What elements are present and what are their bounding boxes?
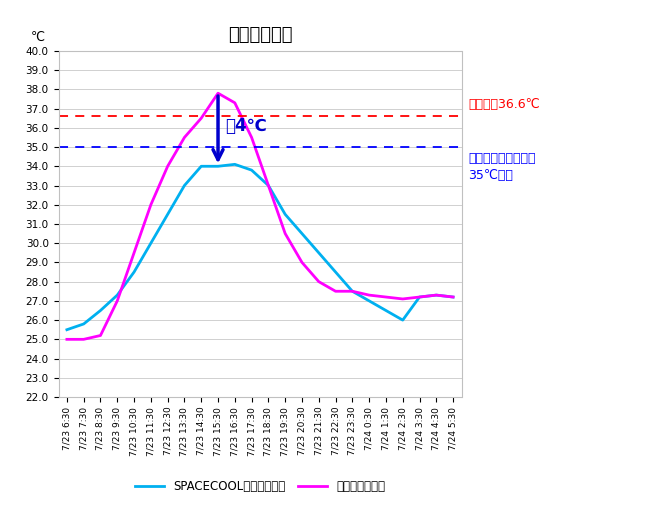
未施工コンテナ xyxy=(432,292,440,298)
SPACECOOL施工コンテナ xyxy=(315,250,322,256)
SPACECOOL施工コンテナ xyxy=(365,298,373,304)
未施工コンテナ xyxy=(80,336,88,343)
SPACECOOL施工コンテナ xyxy=(231,161,239,167)
未施工コンテナ xyxy=(164,163,172,169)
Legend: SPACECOOL施工コンテナ, 未施工コンテナ: SPACECOOL施工コンテナ, 未施工コンテナ xyxy=(130,475,390,498)
SPACECOOL施工コンテナ xyxy=(265,182,272,188)
未施工コンテナ xyxy=(231,100,239,106)
未施工コンテナ xyxy=(382,294,390,300)
未施工コンテナ xyxy=(147,202,155,208)
SPACECOOL施工コンテナ xyxy=(382,307,390,314)
Text: コンテナ内目標温度
35℃以下: コンテナ内目標温度 35℃以下 xyxy=(468,152,536,182)
SPACECOOL施工コンテナ xyxy=(147,240,155,246)
未施工コンテナ xyxy=(332,288,339,294)
Text: 最高気温36.6℃: 最高気温36.6℃ xyxy=(468,98,540,111)
SPACECOOL施工コンテナ xyxy=(348,288,356,294)
SPACECOOL施工コンテナ xyxy=(97,307,105,314)
未施工コンテナ xyxy=(198,115,205,121)
SPACECOOL施工コンテナ xyxy=(449,294,457,300)
SPACECOOL施工コンテナ xyxy=(415,294,423,300)
未施工コンテナ xyxy=(365,292,373,298)
未施工コンテナ xyxy=(181,134,188,140)
未施工コンテナ xyxy=(113,298,121,304)
未施工コンテナ xyxy=(97,332,105,338)
未施工コンテナ xyxy=(399,296,407,302)
未施工コンテナ xyxy=(281,231,289,237)
未施工コンテナ xyxy=(415,294,423,300)
SPACECOOL施工コンテナ xyxy=(399,317,407,323)
SPACECOOL施工コンテナ xyxy=(332,269,339,275)
Text: －4℃: －4℃ xyxy=(225,117,266,135)
未施工コンテナ xyxy=(348,288,356,294)
未施工コンテナ xyxy=(265,182,272,188)
SPACECOOL施工コンテナ xyxy=(181,182,188,188)
SPACECOOL施工コンテナ xyxy=(113,292,121,298)
Title: 温度計測結果: 温度計測結果 xyxy=(227,26,292,44)
未施工コンテナ xyxy=(315,278,322,285)
SPACECOOL施工コンテナ xyxy=(198,163,205,169)
SPACECOOL施工コンテナ xyxy=(80,321,88,327)
未施工コンテナ xyxy=(449,294,457,300)
SPACECOOL施工コンテナ xyxy=(164,211,172,217)
未施工コンテナ xyxy=(214,90,222,96)
SPACECOOL施工コンテナ xyxy=(432,292,440,298)
未施工コンテナ xyxy=(248,134,255,140)
未施工コンテナ xyxy=(298,260,306,266)
SPACECOOL施工コンテナ xyxy=(130,269,138,275)
Line: SPACECOOL施工コンテナ: SPACECOOL施工コンテナ xyxy=(67,164,453,330)
SPACECOOL施工コンテナ xyxy=(214,163,222,169)
Line: 未施工コンテナ: 未施工コンテナ xyxy=(67,93,453,340)
SPACECOOL施工コンテナ xyxy=(281,211,289,217)
SPACECOOL施工コンテナ xyxy=(248,167,255,173)
Text: ℃: ℃ xyxy=(31,31,44,44)
未施工コンテナ xyxy=(130,250,138,256)
SPACECOOL施工コンテナ xyxy=(63,327,71,333)
未施工コンテナ xyxy=(63,336,71,343)
SPACECOOL施工コンテナ xyxy=(298,231,306,237)
